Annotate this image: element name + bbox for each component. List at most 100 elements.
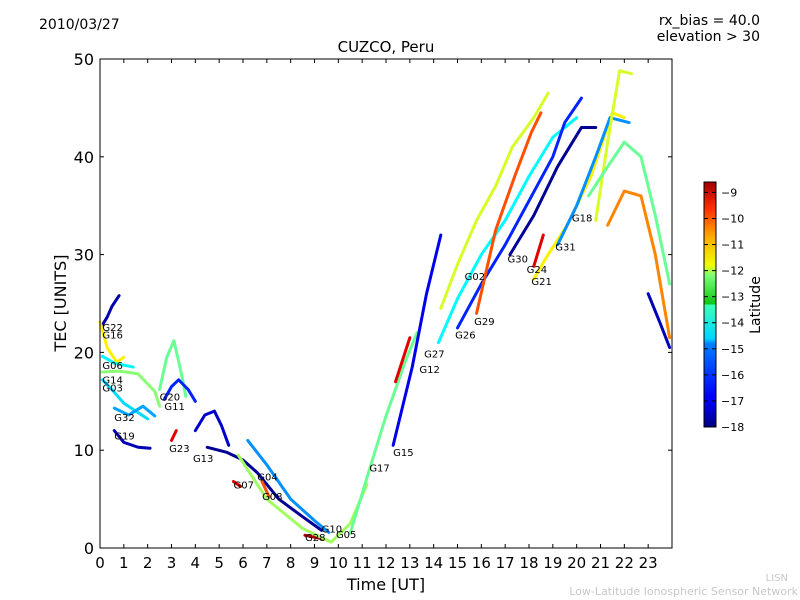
series-g14 (100, 369, 162, 408)
series-g31 (556, 116, 631, 247)
satellite-label: G28 (305, 533, 325, 544)
y-tick-label: 50 (74, 50, 94, 69)
x-tick-label: 12 (376, 554, 395, 572)
satellite-label: G24 (527, 265, 547, 276)
series-g18 (594, 69, 633, 222)
date-label: 2010/03/27 (39, 17, 120, 33)
series-g16 (100, 294, 121, 327)
series-g05 (236, 453, 369, 544)
x-tick-label: 2 (143, 554, 153, 572)
series-g32 (112, 404, 157, 418)
satellite-label: G32 (114, 413, 134, 424)
colorbar (703, 181, 717, 428)
satellite-label: G29 (474, 317, 494, 328)
satellite-label: G03 (102, 384, 122, 395)
satellite-label: G30 (508, 254, 528, 265)
series-g11 (162, 378, 197, 403)
x-tick-label: 5 (214, 554, 224, 572)
series-g17 (348, 331, 419, 535)
satellite-label: G27 (424, 349, 444, 360)
series-g13 (193, 409, 231, 447)
colorbar-tick-label: −16 (721, 369, 744, 382)
series-g25 (646, 292, 672, 350)
satellite-label: G18 (572, 213, 592, 224)
series-g30 (508, 125, 598, 257)
y-tick-label: 0 (84, 539, 94, 558)
colorbar-label: Latitude (748, 276, 764, 334)
series-g02 (439, 91, 550, 310)
satellite-label: G12 (419, 365, 439, 376)
x-tick-label: 8 (286, 554, 296, 572)
y-axis-label: TEC [UNITS] (51, 255, 70, 353)
elevation-label: elevation > 30 (656, 29, 760, 45)
x-tick-label: 13 (400, 554, 419, 572)
series-g27 (436, 116, 579, 345)
satellite-label: G21 (531, 277, 551, 288)
series-g01 (587, 140, 672, 286)
x-tick-label: 21 (591, 554, 610, 572)
y-tick-label: 10 (74, 441, 94, 460)
colorbar-tick-label: −10 (721, 212, 744, 225)
series-g12 (394, 336, 412, 384)
satellite-label: G16 (102, 331, 122, 342)
x-tick-label: 10 (329, 554, 348, 572)
x-tick-label: 19 (543, 554, 562, 572)
satellite-label: G13 (193, 454, 213, 465)
series-g23 (170, 429, 178, 442)
satellite-label: G14 (102, 376, 122, 387)
y-tick-label: 30 (74, 246, 94, 265)
satellite-label: G23 (169, 444, 189, 455)
satellite-label: G02 (465, 272, 485, 283)
chart-title: CUZCO, Peru (338, 38, 435, 56)
x-tick-label: 20 (567, 554, 586, 572)
colorbar-tick-label: −14 (721, 317, 744, 330)
satellite-label: G10 (322, 524, 342, 535)
x-tick-label: 3 (167, 554, 177, 572)
satellite-label: G20 (160, 392, 180, 403)
x-tick-label: 4 (191, 554, 201, 572)
series-g20 (158, 339, 188, 398)
series-g26 (456, 96, 583, 330)
x-tick-label: 6 (238, 554, 248, 572)
x-axis-label: Time [UT] (346, 575, 425, 594)
satellite-label: G04 (257, 473, 277, 484)
series-g07 (231, 479, 243, 488)
satellite-label: G22 (102, 323, 122, 334)
x-tick-label: 9 (310, 554, 320, 572)
series-g09 (606, 189, 672, 340)
colorbar-tick-label: −11 (721, 239, 744, 252)
x-tick-label: 15 (448, 554, 467, 572)
x-tick-label: 18 (519, 554, 538, 572)
satellite-label: G19 (114, 431, 134, 442)
series-g22 (98, 320, 126, 364)
series-g15 (391, 233, 443, 447)
series-g19 (112, 429, 152, 450)
satellite-label: G07 (233, 480, 253, 491)
x-tick-label: 7 (262, 554, 272, 572)
satellite-label: G08 (262, 492, 282, 503)
y-tick-label: 40 (74, 148, 94, 167)
rx-bias-label: rx_bias = 40.0 (658, 13, 760, 29)
series-g03 (100, 378, 150, 421)
x-tick-label: 22 (615, 554, 634, 572)
x-tick-label: 17 (496, 554, 515, 572)
colorbar-tick-label: −18 (721, 421, 744, 434)
footer-org-long: Low-Latitude Ionospheric Sensor Network (569, 585, 798, 598)
series-g24 (532, 233, 545, 268)
colorbar-tick-label: −15 (721, 343, 744, 356)
satellite-label: G11 (164, 402, 184, 413)
series-g29 (475, 111, 543, 315)
colorbar-tick-label: −13 (721, 291, 744, 304)
satellite-label: G06 (102, 361, 122, 372)
x-tick-label: 14 (424, 554, 443, 572)
colorbar-tick-label: −12 (721, 265, 744, 278)
satellite-label: G31 (555, 243, 575, 254)
satellite-label: G15 (393, 448, 413, 459)
satellite-label: G26 (455, 331, 475, 342)
satellite-label: G05 (336, 530, 356, 541)
x-tick-label: 11 (353, 554, 372, 572)
series-g08 (260, 479, 271, 499)
x-tick-label: 23 (639, 554, 658, 572)
satellite-label: G17 (369, 464, 389, 475)
